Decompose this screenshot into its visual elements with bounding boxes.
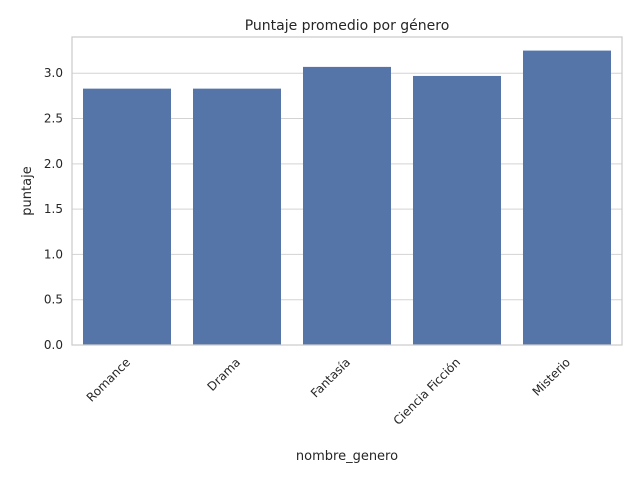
plot-frame [71, 36, 623, 346]
bar [413, 75, 501, 345]
bars [83, 50, 611, 346]
x-axis-title: nombre_genero [296, 449, 398, 464]
chart-title: Puntaje promedio por género [245, 18, 450, 34]
x-tick-label: Drama [205, 355, 244, 394]
y-tick-label: 2.5 [44, 112, 63, 126]
bar [193, 88, 281, 346]
y-axis-title: puntaje [20, 166, 35, 215]
y-tick-label: 1.5 [44, 202, 63, 216]
x-tick-label: Misterio [530, 355, 574, 399]
y-tick-label: 0.5 [44, 293, 63, 307]
y-tick-label: 1.0 [44, 247, 63, 261]
y-tick-labels: 0.0 0.5 1.0 1.5 2.0 2.5 3.0 [44, 66, 63, 352]
x-tick-labels: Romance Drama Fantasía Ciencia Ficción Miste… [84, 355, 573, 428]
x-tick-label: Romance [84, 355, 133, 404]
y-tick-label: 3.0 [44, 66, 63, 80]
y-tick-label: 2.0 [44, 157, 63, 171]
bar [83, 88, 171, 346]
x-tick-label: Fantasía [308, 355, 353, 400]
y-tick-label: 0.0 [44, 338, 63, 352]
bar [303, 66, 391, 346]
bar [523, 50, 611, 346]
x-tick-label: Ciencia Ficción [391, 355, 464, 428]
